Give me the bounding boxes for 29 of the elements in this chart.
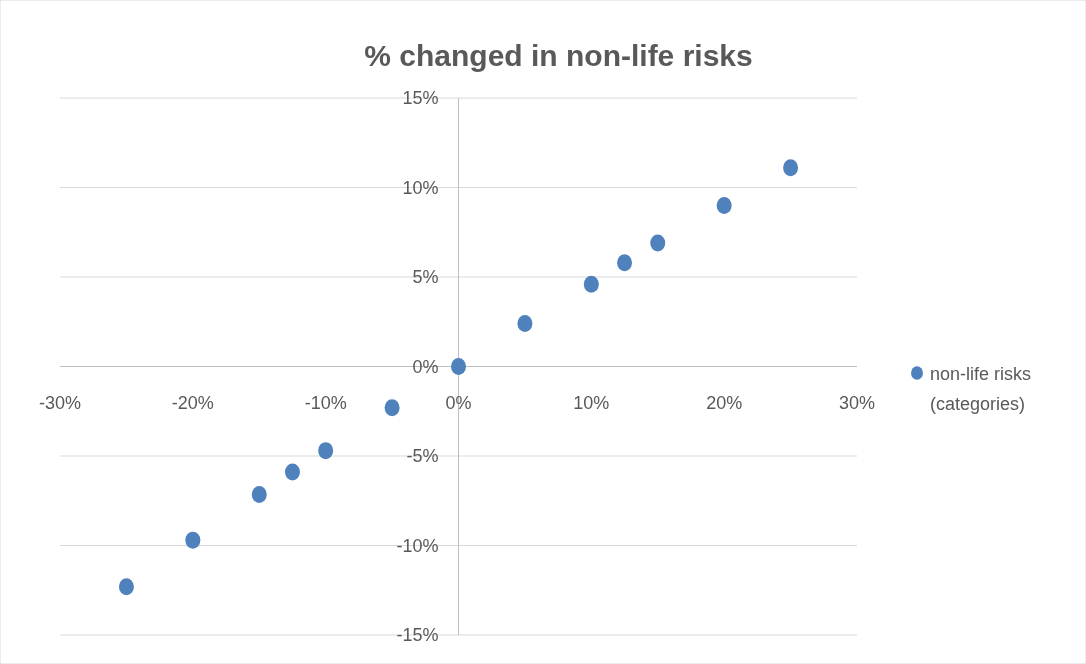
legend-label: non-life risks (categories) — [930, 364, 1032, 414]
point — [185, 531, 201, 549]
point — [384, 399, 400, 417]
y-tick-label: -15% — [396, 625, 439, 645]
y-tick-label: 5% — [412, 267, 439, 287]
point — [318, 442, 334, 460]
point — [783, 159, 799, 177]
point — [617, 254, 633, 272]
y-tick-label: -10% — [396, 535, 439, 556]
point — [517, 315, 533, 333]
x-tick-label: 20% — [706, 392, 743, 413]
y-tick-label: -5% — [406, 446, 439, 466]
chart-title: % changed in non-life risks — [364, 39, 753, 72]
x-tick-label: -20% — [171, 392, 214, 413]
point — [650, 234, 666, 252]
point — [583, 275, 599, 293]
point — [716, 196, 732, 214]
point — [451, 358, 466, 375]
point — [118, 578, 134, 596]
x-tick-label: -10% — [304, 392, 347, 413]
x-tick-label: -30% — [38, 392, 82, 413]
x-tick-label: 30% — [838, 392, 876, 413]
y-tick-label: 0% — [412, 356, 439, 377]
point — [284, 463, 300, 481]
y-tick-label: 10% — [402, 177, 439, 198]
x-tick-label: 0% — [445, 392, 472, 413]
point — [251, 485, 267, 503]
x-tick-label: 10% — [573, 392, 610, 413]
y-tick-label: 15% — [402, 88, 439, 108]
